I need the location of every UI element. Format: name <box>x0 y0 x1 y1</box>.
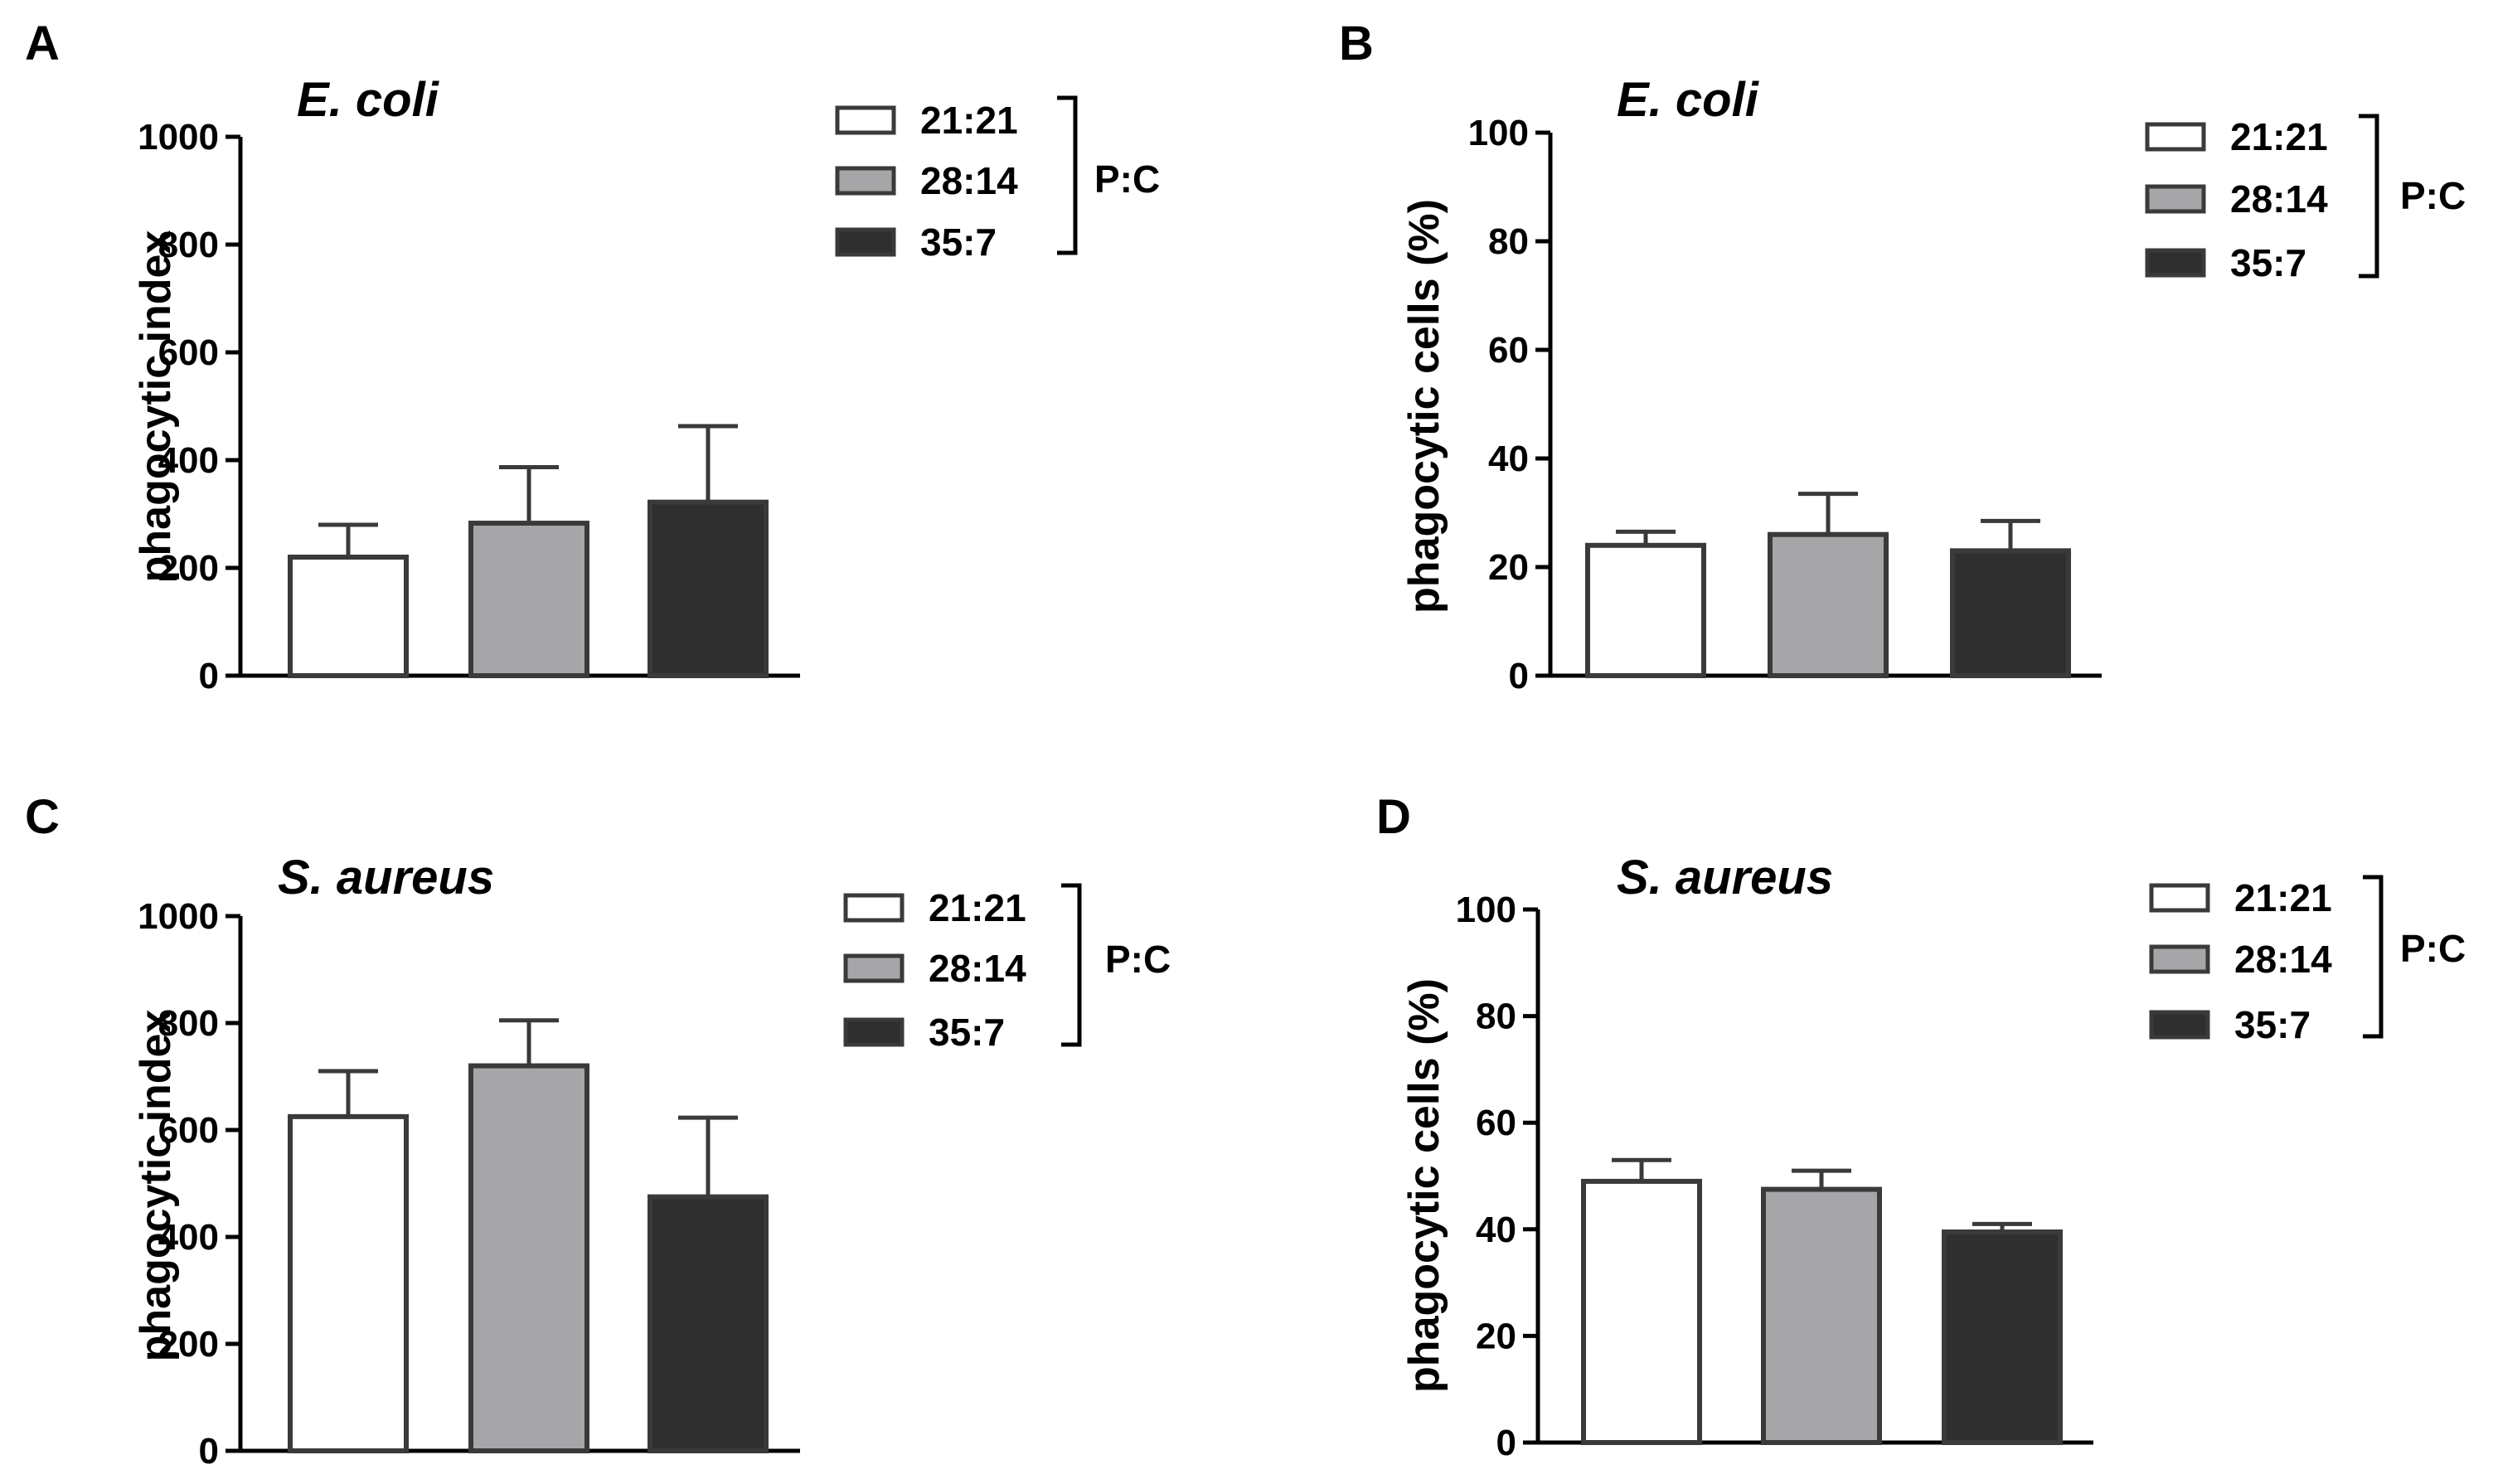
legend: 21:21 28:14 35:7 P:C <box>2149 875 2466 1046</box>
legend-label: 28:14 <box>920 159 1018 202</box>
bar-35-7 <box>648 499 769 679</box>
legend-group-label: P:C <box>1094 158 1160 201</box>
y-tick-label: 80 <box>1476 997 1516 1037</box>
y-tick-label: 20 <box>1476 1316 1516 1356</box>
legend-label: 28:14 <box>2234 938 2332 981</box>
y-tick-label: 0 <box>199 656 219 696</box>
y-tick-label: 200 <box>158 1324 219 1365</box>
y-axis-label: phagocytic cells (%) <box>1400 978 1448 1393</box>
legend-group-label: P:C <box>2400 174 2466 217</box>
y-tick-label: 800 <box>158 1003 219 1044</box>
legend-group-label: P:C <box>1105 938 1171 981</box>
y-tick-label: 0 <box>1509 656 1529 696</box>
panel-d: D S. aureus 0 20 40 60 80 100 phagocytic cells (… <box>1376 790 2466 1463</box>
y-tick-label: 400 <box>158 440 219 481</box>
panel-letter: D <box>1376 790 1411 844</box>
panel-c: C S. aureus 0 200 400 600 800 1000 phagocytic in… <box>25 790 1171 1472</box>
panel-letter: B <box>1339 17 1374 70</box>
y-axis-label: phagocytic index <box>132 1010 180 1362</box>
legend-label: 35:7 <box>2234 1003 2311 1046</box>
chart-title: E. coli <box>1617 73 1760 127</box>
legend: 21:21 28:14 35:7 P:C <box>843 883 1171 1054</box>
y-tick-label: 20 <box>1488 547 1529 588</box>
legend-label: 28:14 <box>2230 177 2328 221</box>
y-tick-label: 400 <box>158 1217 219 1258</box>
y-tick-label: 40 <box>1476 1210 1516 1250</box>
bar-21-21 <box>288 1113 409 1453</box>
legend-swatch <box>2145 184 2206 214</box>
legend-label: 21:21 <box>920 99 1018 142</box>
chart-title: S. aureus <box>278 851 494 904</box>
legend-bracket <box>2363 875 2384 1039</box>
y-tick-label: 0 <box>199 1431 219 1472</box>
legend-swatch <box>835 227 896 257</box>
legend-swatch <box>2149 1010 2210 1040</box>
legend-label: 35:7 <box>920 221 997 264</box>
y-tick-label: 100 <box>1468 113 1529 153</box>
bar-35-7 <box>1942 1229 2063 1446</box>
legend-swatch <box>2145 248 2206 278</box>
y-tick-label: 200 <box>158 548 219 589</box>
y-tick-label: 100 <box>1456 890 1516 930</box>
legend-label: 21:21 <box>929 886 1026 929</box>
chart-title: S. aureus <box>1617 851 1833 904</box>
bar-28-14 <box>468 1063 589 1453</box>
y-tick-label: 800 <box>158 225 219 265</box>
legend-bracket <box>1057 95 1078 255</box>
legend-bracket <box>2359 114 2379 279</box>
legend-group-label: P:C <box>2400 927 2466 970</box>
legend-swatch <box>843 1017 905 1047</box>
legend-label: 28:14 <box>929 947 1026 990</box>
y-tick-label: 1000 <box>138 117 219 158</box>
y-tick-label: 40 <box>1488 439 1529 479</box>
y-tick-label: 60 <box>1488 330 1529 371</box>
bar-21-21 <box>1585 542 1706 678</box>
legend: 21:21 28:14 35:7 P:C <box>2145 114 2466 284</box>
panel-letter: C <box>25 790 60 844</box>
legend-bracket <box>1061 883 1082 1047</box>
y-axis-label: phagocytic index <box>132 230 180 583</box>
y-tick-label: 80 <box>1488 221 1529 262</box>
chart-title: E. coli <box>297 73 440 127</box>
y-tick-label: 600 <box>158 1110 219 1151</box>
legend-swatch <box>843 953 905 983</box>
y-tick-label: 600 <box>158 332 219 373</box>
y-tick-label: 1000 <box>138 896 219 937</box>
legend-label: 21:21 <box>2230 115 2328 158</box>
legend-swatch <box>835 166 896 196</box>
bar-21-21 <box>1581 1178 1702 1446</box>
panel-b: B E. coli 0 20 40 60 80 100 phagocytic cells (%)… <box>1339 17 2466 696</box>
panel-letter: A <box>25 17 60 70</box>
legend: 21:21 28:14 35:7 P:C <box>835 95 1160 264</box>
legend-label: 21:21 <box>2234 876 2332 919</box>
y-tick-label: 0 <box>1496 1423 1516 1463</box>
legend-swatch <box>2149 944 2210 974</box>
y-tick-label: 60 <box>1476 1103 1516 1143</box>
legend-label: 35:7 <box>2230 241 2306 284</box>
bar-28-14 <box>468 521 589 678</box>
bar-21-21 <box>288 555 409 678</box>
bar-28-14 <box>1768 531 1889 679</box>
panel-a: A E. coli 0 200 400 600 800 1000 phagocytic inde… <box>25 17 1160 696</box>
legend-swatch <box>835 105 896 135</box>
legend-swatch <box>2149 883 2210 913</box>
bar-35-7 <box>648 1194 769 1453</box>
legend-swatch <box>843 893 905 923</box>
bar-35-7 <box>1950 548 2071 678</box>
legend-swatch <box>2145 122 2206 152</box>
y-axis-label: phagocytic cells (%) <box>1400 199 1448 613</box>
legend-label: 35:7 <box>929 1011 1005 1054</box>
bar-28-14 <box>1761 1186 1882 1445</box>
